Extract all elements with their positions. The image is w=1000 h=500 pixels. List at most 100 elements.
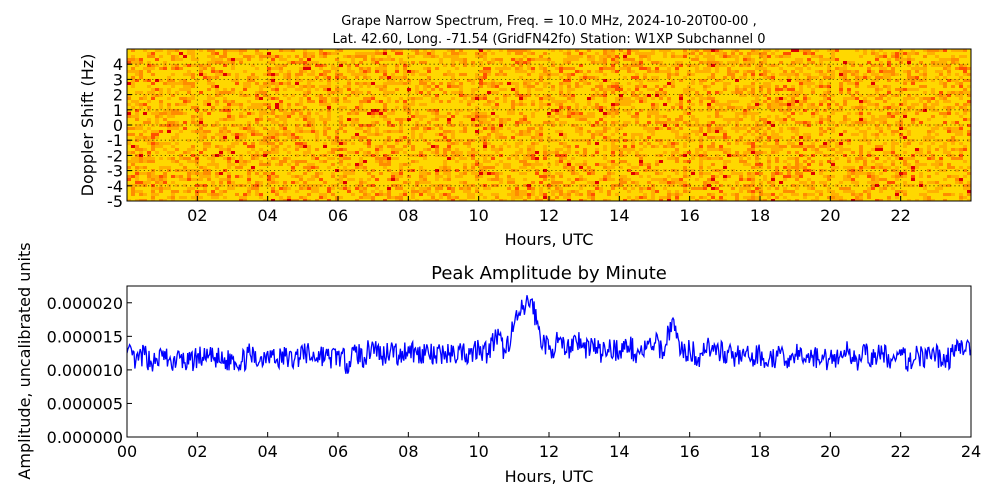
heatmap-cell	[711, 58, 715, 61]
heatmap-cell	[315, 64, 319, 67]
heatmap-cell	[867, 175, 871, 178]
heatmap-cell	[171, 79, 175, 82]
heatmap-cell	[203, 130, 207, 133]
heatmap-cell	[335, 100, 339, 103]
heatmap-cell	[159, 166, 163, 169]
heatmap-cell	[695, 58, 699, 61]
heatmap-cell	[603, 199, 607, 201]
heatmap-cell	[343, 169, 347, 172]
heatmap-cell	[835, 145, 839, 148]
heatmap-cell	[199, 112, 203, 115]
heatmap-cell	[819, 70, 823, 73]
heatmap-cell	[631, 58, 635, 61]
heatmap-cell	[691, 139, 695, 142]
heatmap-cell	[943, 76, 947, 79]
heatmap-cell	[179, 196, 183, 199]
heatmap-cell	[263, 91, 267, 94]
heatmap-cell	[919, 121, 923, 124]
heatmap-cell	[603, 106, 607, 109]
heatmap-cell	[523, 115, 527, 118]
heatmap-cell	[551, 109, 555, 112]
heatmap-cell	[367, 196, 371, 199]
heatmap-cell	[319, 85, 323, 88]
heatmap-cell	[463, 64, 467, 67]
heatmap-cell	[307, 115, 311, 118]
heatmap-cell	[727, 142, 731, 145]
heatmap-cell	[947, 109, 951, 112]
heatmap-cell	[407, 175, 411, 178]
heatmap-cell	[755, 196, 759, 199]
heatmap-cell	[631, 145, 635, 148]
heatmap-cell	[847, 190, 851, 193]
heatmap-cell	[787, 199, 791, 201]
heatmap-cell	[679, 106, 683, 109]
heatmap-cell	[471, 115, 475, 118]
heatmap-cell	[439, 61, 443, 64]
heatmap-cell	[467, 139, 471, 142]
heatmap-cell	[151, 133, 155, 136]
heatmap-cell	[715, 157, 719, 160]
heatmap-cell	[255, 103, 259, 106]
heatmap-cell	[231, 118, 235, 121]
heatmap-cell	[287, 97, 291, 100]
heatmap-cell	[647, 58, 651, 61]
heatmap-cell	[699, 175, 703, 178]
heatmap-cell	[615, 121, 619, 124]
heatmap-cell	[775, 88, 779, 91]
heatmap-cell	[619, 100, 623, 103]
heatmap-cell	[447, 175, 451, 178]
heatmap-cell	[487, 61, 491, 64]
heatmap-cell	[639, 157, 643, 160]
heatmap-cell	[775, 166, 779, 169]
heatmap-cell	[367, 52, 371, 55]
heatmap-cell	[959, 67, 963, 70]
heatmap-cell	[631, 106, 635, 109]
heatmap-cell	[131, 58, 135, 61]
heatmap-cell	[155, 118, 159, 121]
heatmap-cell	[159, 187, 163, 190]
heatmap-cell	[167, 112, 171, 115]
heatmap-cell	[631, 172, 635, 175]
heatmap-cell	[695, 148, 699, 151]
heatmap-cell	[923, 64, 927, 67]
heatmap-cell	[575, 115, 579, 118]
heatmap-cell	[755, 127, 759, 130]
heatmap-cell	[819, 61, 823, 64]
heatmap-cell	[255, 76, 259, 79]
heatmap-cell	[627, 82, 631, 85]
heatmap-cell	[635, 154, 639, 157]
heatmap-cell	[627, 109, 631, 112]
heatmap-cell	[355, 112, 359, 115]
heatmap-cell	[779, 103, 783, 106]
heatmap-cell	[863, 106, 867, 109]
heatmap-cell	[131, 85, 135, 88]
amplitude-series-line	[127, 295, 971, 374]
heatmap-cell	[695, 187, 699, 190]
heatmap-cell	[155, 58, 159, 61]
heatmap-cell	[219, 94, 223, 97]
heatmap-cell	[723, 55, 727, 58]
heatmap-cell	[651, 145, 655, 148]
heatmap-cell	[687, 112, 691, 115]
heatmap-cell	[183, 64, 187, 67]
heatmap-cell	[183, 55, 187, 58]
heatmap-cell	[535, 196, 539, 199]
heatmap-cell	[511, 58, 515, 61]
heatmap-cell	[895, 88, 899, 91]
heatmap-cell	[227, 163, 231, 166]
heatmap-cell	[223, 148, 227, 151]
heatmap-cell	[163, 82, 167, 85]
heatmap-cell	[583, 151, 587, 154]
heatmap-cell	[367, 76, 371, 79]
heatmap-cell	[963, 64, 967, 67]
heatmap-cell	[199, 178, 203, 181]
heatmap-cell	[443, 139, 447, 142]
heatmap-cell	[351, 55, 355, 58]
spectrum-grid	[127, 49, 971, 202]
heatmap-cell	[191, 196, 195, 199]
heatmap-cell	[819, 163, 823, 166]
heatmap-cell	[343, 76, 347, 79]
heatmap-cell	[943, 178, 947, 181]
heatmap-cell	[287, 106, 291, 109]
heatmap-cell	[167, 142, 171, 145]
